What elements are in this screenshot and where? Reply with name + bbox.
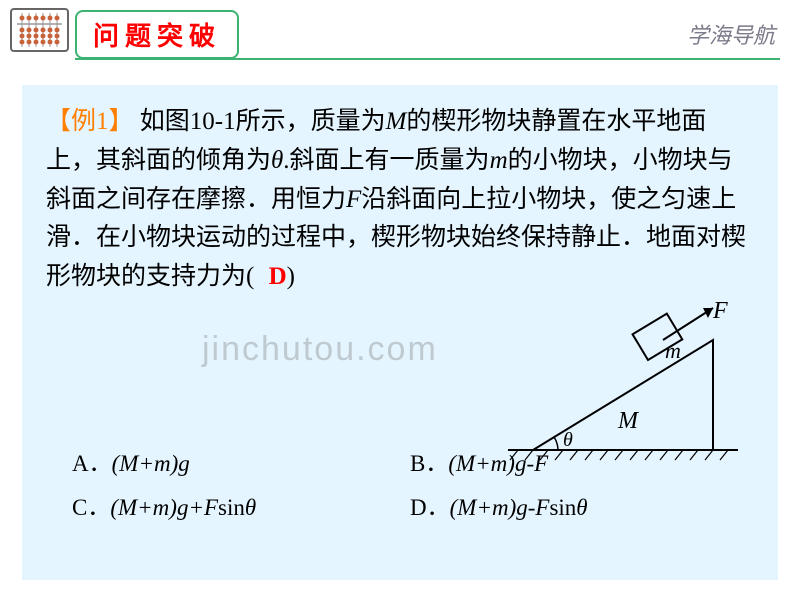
- abacus-icon: [10, 8, 69, 52]
- opt-D-e1: (M+m)g-F: [450, 495, 550, 520]
- example-label: 【例1】: [46, 108, 134, 135]
- opt-D-label: D．: [410, 495, 450, 520]
- opt-C-e2: sin: [218, 495, 245, 520]
- watermark: jinchutou.com: [202, 330, 438, 369]
- opt-A-expr: (M+m)g: [112, 451, 190, 476]
- opt-D-e2: sin: [549, 495, 576, 520]
- title-text: 问题突破: [93, 22, 221, 51]
- opt-C-e3: θ: [245, 495, 256, 520]
- body-1: 如图10-1所示，质量为: [140, 108, 386, 135]
- problem-text: 【例1】 如图10-1所示，质量为M的楔形物块静置在水平地面上，其斜面的倾角为θ…: [46, 103, 754, 297]
- option-D: D．(M+m)g-Fsinθ: [410, 488, 748, 522]
- header: 问题突破 学海导航: [0, 0, 800, 60]
- option-C: C．(M+m)g+Fsinθ: [72, 488, 410, 522]
- opt-A-label: A．: [72, 451, 112, 476]
- closing-paren: ): [287, 263, 295, 290]
- opt-C-e1: (M+m)g+F: [110, 495, 218, 520]
- option-row-1: A．(M+m)g B．(M+m)g-F: [72, 444, 748, 478]
- answer-letter: D: [269, 263, 287, 290]
- label-M: M: [617, 408, 640, 434]
- opt-B-expr: (M+m)g-F: [448, 451, 548, 476]
- var-M: M: [386, 108, 407, 135]
- opt-B-label: B．: [410, 451, 448, 476]
- content-panel: 【例1】 如图10-1所示，质量为M的楔形物块静置在水平地面上，其斜面的倾角为θ…: [22, 85, 778, 580]
- option-A: A．(M+m)g: [72, 444, 410, 478]
- title-badge: 问题突破: [75, 10, 239, 59]
- option-B: B．(M+m)g-F: [410, 444, 748, 478]
- label-F: F: [712, 300, 728, 324]
- label-m: m: [665, 338, 681, 363]
- divider-line: [75, 58, 780, 60]
- var-theta: θ: [271, 147, 283, 174]
- opt-D-e3: θ: [576, 495, 587, 520]
- opt-C-label: C．: [72, 495, 110, 520]
- var-F: F: [346, 186, 361, 213]
- subtitle-text: 学海导航: [687, 18, 775, 50]
- body-3: .斜面上有一质量为: [283, 147, 489, 174]
- option-row-2: C．(M+m)g+Fsinθ D．(M+m)g-Fsinθ: [72, 488, 748, 522]
- options-block: A．(M+m)g B．(M+m)g-F C．(M+m)g+Fsinθ D．(M+…: [72, 444, 748, 532]
- var-m: m: [490, 147, 508, 174]
